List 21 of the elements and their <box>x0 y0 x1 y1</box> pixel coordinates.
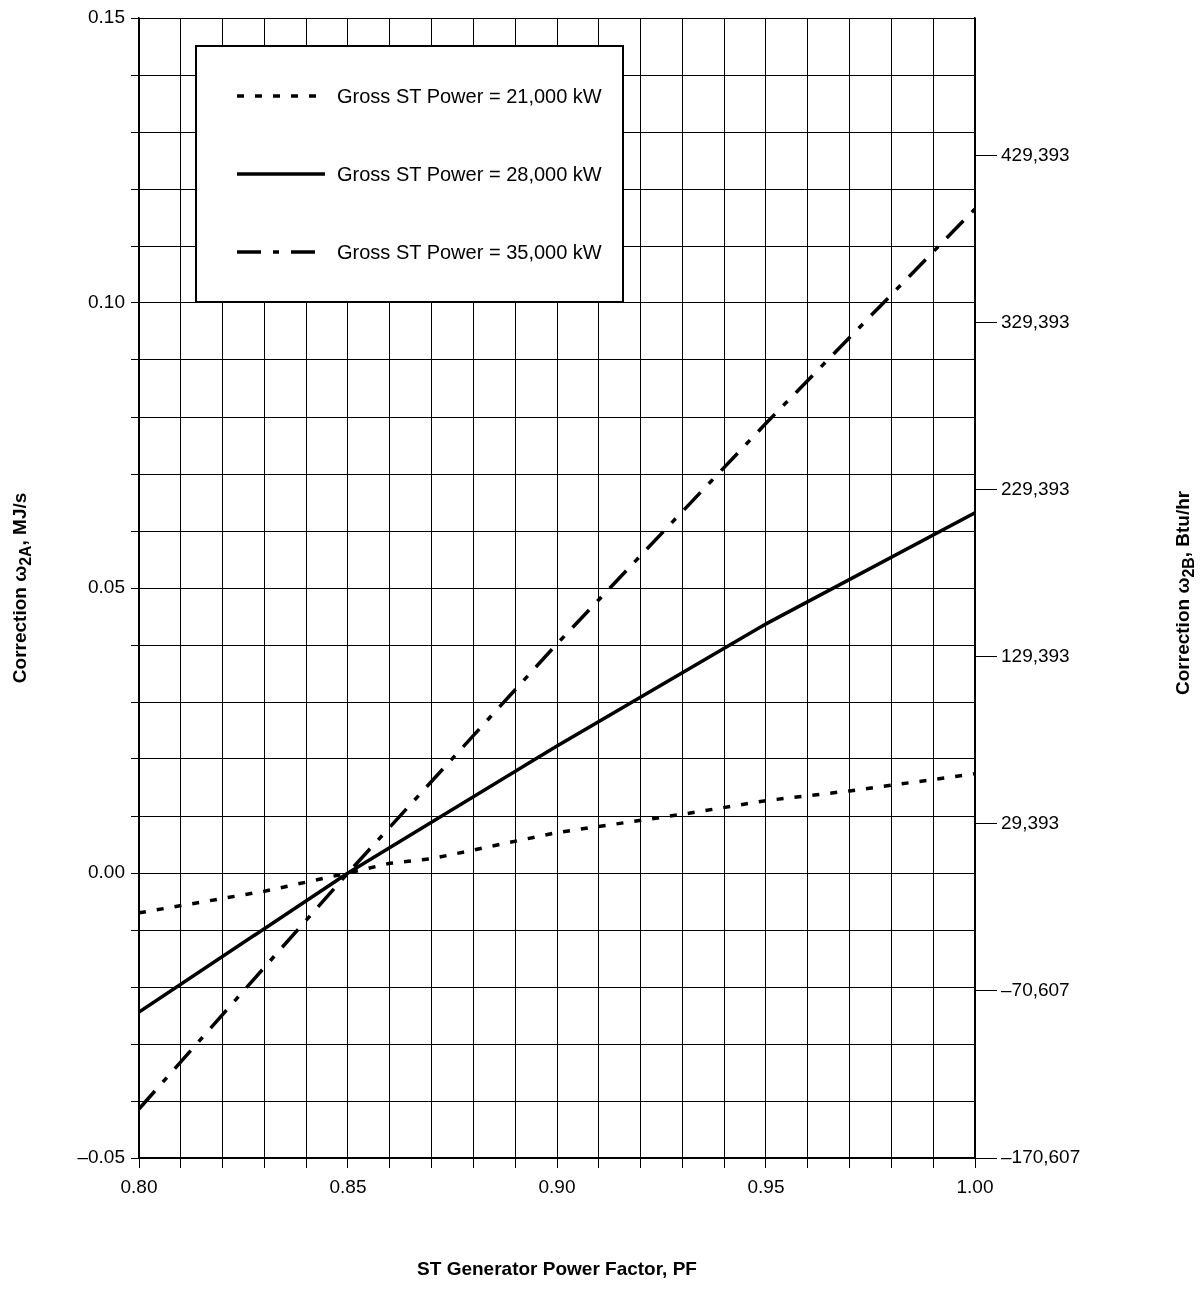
y-tick-label: 0.15 <box>88 6 125 28</box>
y2-tick-label: 329,393 <box>1001 310 1070 332</box>
x-tick-label: 0.95 <box>747 1175 785 1197</box>
y-tick-label: 0.05 <box>88 576 125 598</box>
x-axis-title: ST Generator Power Factor, PF <box>417 1257 697 1279</box>
x-tick-label: 0.80 <box>120 1175 158 1197</box>
y2-tick-label: 129,393 <box>1001 645 1070 667</box>
legend-label: Gross ST Power = 21,000 kW <box>337 84 602 108</box>
legend-label: Gross ST Power = 28,000 kW <box>337 162 602 186</box>
x-tick-label: 0.85 <box>329 1175 367 1197</box>
y-tick-label: 0.10 <box>88 291 125 313</box>
legend-label: Gross ST Power = 35,000 kW <box>337 240 602 264</box>
y2-tick-label: –170,607 <box>1001 1146 1081 1168</box>
y-tick-label: 0.00 <box>88 861 125 883</box>
x-tick-label: 0.90 <box>538 1175 576 1197</box>
x-tick-label: 1.00 <box>956 1175 994 1197</box>
y2-tick-label: 29,393 <box>1001 812 1060 834</box>
y2-tick-label: 429,393 <box>1001 143 1070 165</box>
y2-tick-label: 229,393 <box>1001 478 1070 500</box>
y-tick-label: –0.05 <box>77 1146 125 1168</box>
y2-tick-label: –70,607 <box>1001 979 1070 1001</box>
